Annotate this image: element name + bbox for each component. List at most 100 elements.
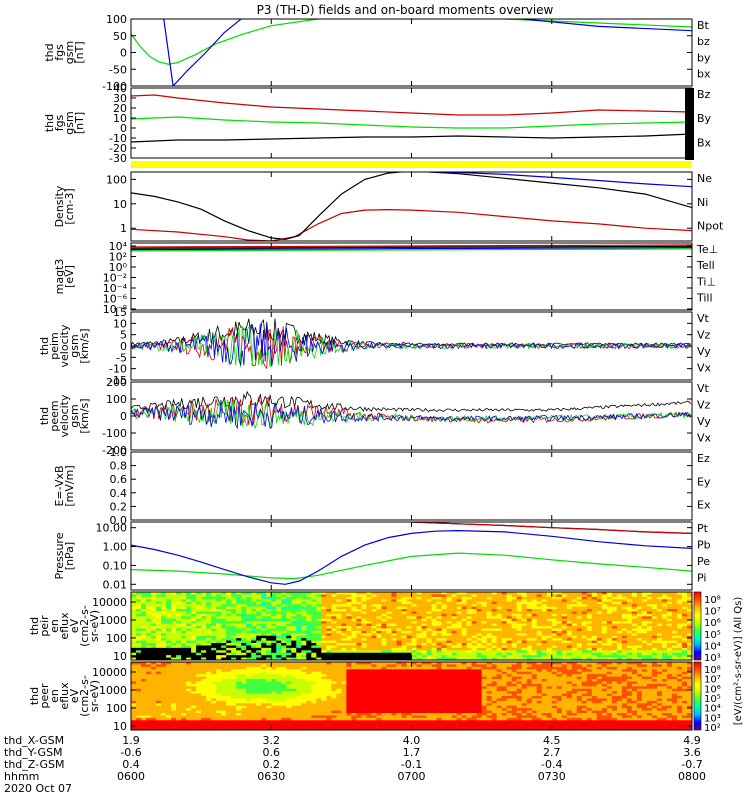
spectrogram-cell — [346, 638, 352, 642]
y-tick-label: 100 — [106, 173, 127, 186]
spectrogram-cell — [241, 626, 247, 630]
spectrogram-cell — [221, 613, 227, 617]
spectrogram-cell — [306, 700, 312, 704]
spectrogram-cell — [206, 708, 212, 712]
spectrogram-cell — [521, 618, 528, 622]
spectrogram-cell — [231, 647, 237, 651]
spectrogram-cell — [216, 713, 222, 717]
spectrogram-cell — [561, 645, 568, 649]
spectrogram-cell — [346, 601, 352, 605]
spectrogram-cell — [181, 645, 187, 649]
spectrogram-cell — [211, 679, 217, 683]
spectrogram-cell — [476, 655, 483, 659]
spectrogram-cell — [181, 616, 187, 620]
spectrogram-cell — [226, 674, 232, 678]
spectrogram-cell — [131, 623, 137, 627]
spectrogram-cell — [636, 633, 643, 637]
spectrogram-cell — [201, 626, 207, 630]
spectrogram-cell — [556, 655, 563, 659]
spectrogram-cell — [196, 720, 202, 724]
spectrogram-cell — [216, 606, 222, 610]
spectrogram-cell — [681, 592, 688, 596]
spectrogram-cell — [291, 710, 297, 714]
spectrogram-cell — [346, 708, 352, 712]
spectrogram-cell — [326, 657, 332, 660]
spectrogram-cell — [186, 592, 192, 596]
spectrogram-cell — [591, 609, 598, 613]
spectrogram-cell — [196, 696, 202, 700]
spectrogram-cell — [156, 650, 162, 654]
spectrogram-cell — [346, 647, 352, 651]
spectrogram-cell — [536, 594, 543, 598]
spectrogram-cell — [561, 599, 568, 603]
spectrogram-cell — [386, 611, 393, 615]
spectrogram-cell — [556, 601, 563, 605]
spectrogram-cell — [381, 594, 388, 598]
spectrogram-cell — [381, 705, 388, 709]
spectrogram-cell — [226, 710, 232, 714]
spectrogram-cell — [391, 592, 398, 596]
spectrogram-cell — [281, 604, 287, 608]
spectrogram-cell — [286, 676, 292, 680]
spectrogram-cell — [351, 720, 357, 724]
spectrogram-cell — [401, 650, 408, 654]
spectrogram-cell — [596, 633, 603, 637]
spectrogram-cell — [261, 700, 267, 704]
figure-title: P3 (TH-D) fields and on-board moments ov… — [257, 3, 554, 17]
spectrogram-cell — [191, 633, 197, 637]
spectrogram-cell — [191, 671, 197, 675]
spectrogram-cell — [256, 686, 262, 690]
spectrogram-cell — [396, 662, 403, 666]
spectrogram-cell — [346, 676, 352, 680]
spectrogram-cell — [621, 604, 628, 608]
spectrogram-cell — [206, 647, 212, 651]
spectrogram-cell — [546, 601, 553, 605]
legend-Npot: Npot — [697, 220, 724, 233]
spectrogram-cell — [361, 700, 368, 704]
y-axis-label: fgs — [53, 44, 66, 61]
spectrogram-cell — [616, 647, 623, 651]
spectrogram-cell — [436, 635, 443, 639]
spectrogram-cell — [666, 606, 673, 610]
spectrogram-cell — [371, 616, 378, 620]
spectrogram-cell — [336, 647, 342, 651]
spectrogram-cell — [301, 626, 307, 630]
spectrogram-cell — [441, 611, 448, 615]
spectrogram-cell — [241, 611, 247, 615]
spectrogram-cell — [151, 655, 157, 659]
spectrogram-cell — [166, 643, 172, 647]
spectrogram-cell — [326, 609, 332, 613]
spectrogram-cell — [211, 616, 217, 620]
spectrogram-cell — [286, 596, 292, 600]
spectrogram-cell — [581, 621, 588, 625]
spectrogram-cell — [431, 623, 438, 627]
spectrogram-cell — [356, 674, 363, 678]
spectrogram-cell — [261, 708, 267, 712]
spectrogram-cell — [481, 638, 488, 642]
spectrogram-cell — [136, 674, 142, 678]
spectrogram-cell — [201, 599, 207, 603]
spectrogram-cell — [291, 652, 297, 656]
spectrogram-cell — [591, 635, 598, 639]
spectrogram-cell — [366, 640, 373, 644]
spectrogram-cell — [131, 647, 137, 651]
spectrogram-cell — [246, 703, 252, 707]
spectrogram-cell — [391, 700, 398, 704]
spectrogram-cell — [306, 604, 312, 608]
spectrogram-cell — [166, 720, 172, 724]
spectrogram-cell — [351, 635, 357, 639]
spectrogram-cell — [591, 643, 598, 647]
spectrogram-cell — [301, 601, 307, 605]
spectrogram-cell — [321, 703, 327, 707]
spectrogram-cell — [256, 696, 262, 700]
spectrogram-cell — [396, 650, 403, 654]
spectrogram-cell — [301, 676, 307, 680]
spectrogram-cell — [551, 616, 558, 620]
spectrogram-cell — [146, 686, 152, 690]
spectrogram-cell — [461, 601, 468, 605]
spectrogram-cell — [496, 645, 503, 649]
spectrogram-cell — [411, 630, 418, 634]
spectrogram-cell — [166, 666, 172, 670]
spectrogram-cell — [156, 681, 162, 685]
spectrogram-cell — [266, 700, 272, 704]
